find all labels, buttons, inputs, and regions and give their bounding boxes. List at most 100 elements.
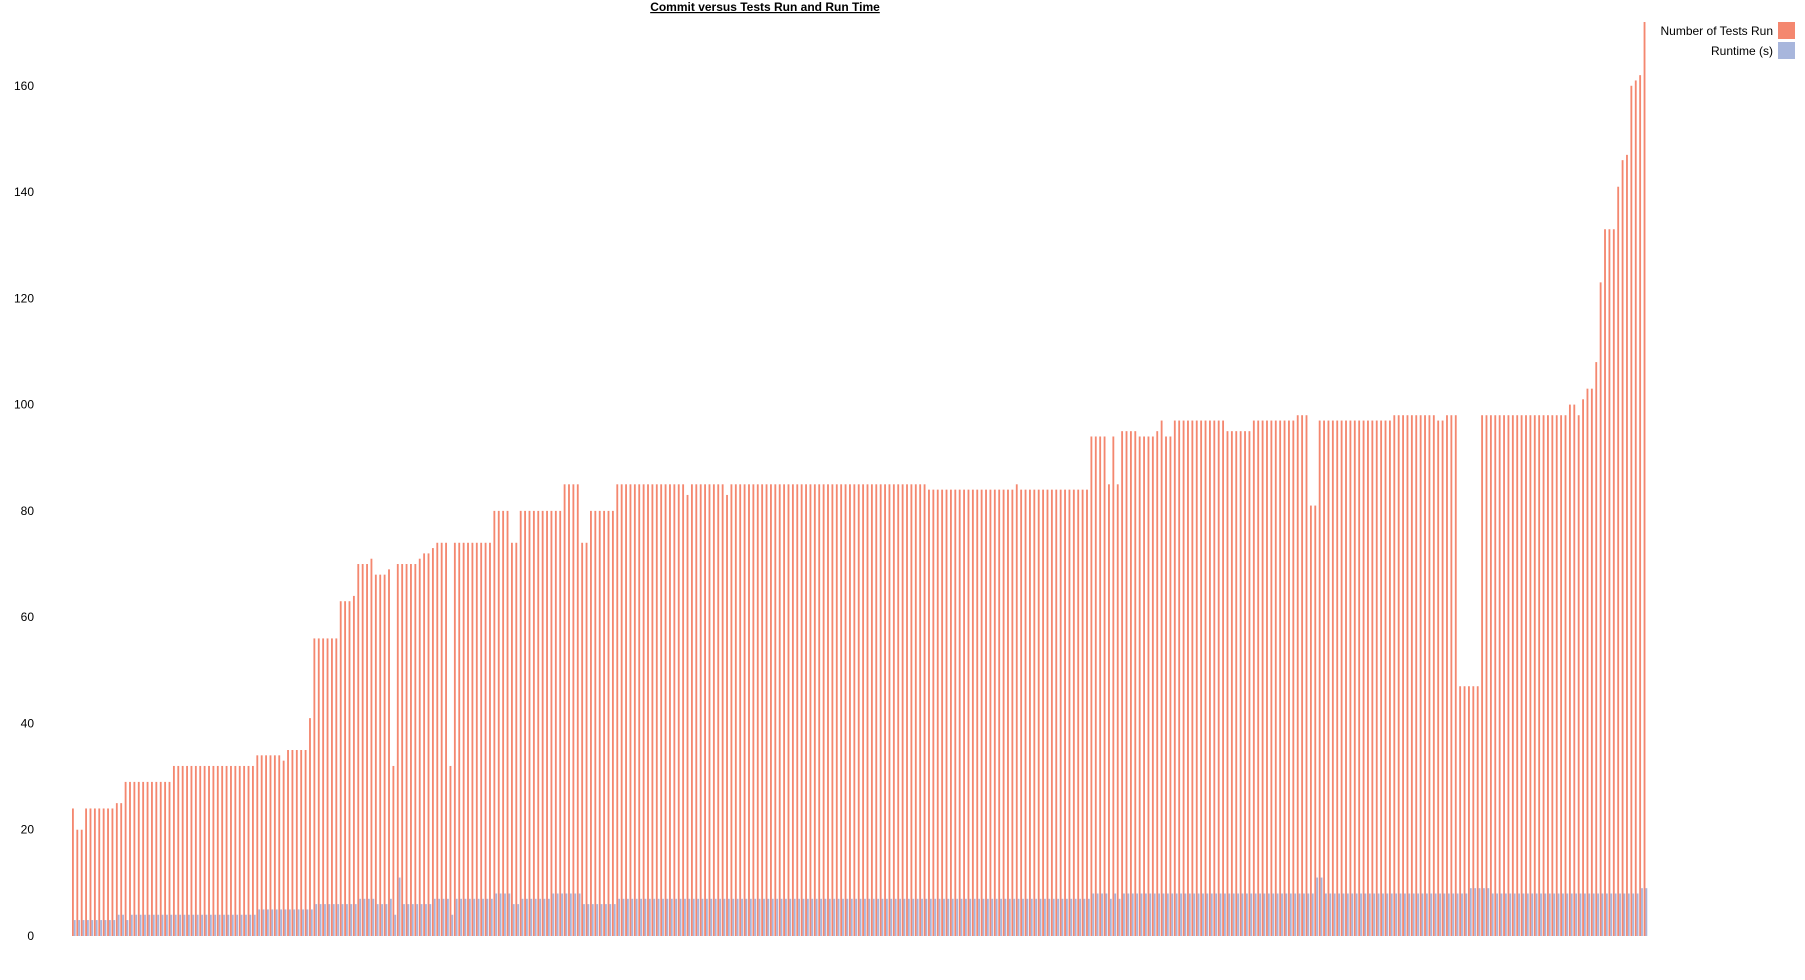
bar-tests-run: [1608, 229, 1611, 937]
bar-runtime: [1461, 893, 1463, 936]
bar-runtime: [679, 898, 682, 936]
bar-runtime: [223, 914, 225, 936]
bar-runtime: [688, 898, 691, 936]
bar-tests-run: [642, 484, 645, 936]
bar-tests-run: [348, 601, 351, 936]
bar-runtime: [1193, 893, 1196, 936]
bar-tests-run: [870, 484, 873, 936]
bar-tests-run: [901, 484, 904, 936]
bar-tests-run: [752, 484, 755, 936]
bar-tests-run: [756, 484, 759, 936]
bar-tests-run: [1226, 431, 1229, 936]
bar-runtime: [1013, 898, 1016, 936]
bar-runtime: [1531, 893, 1534, 936]
bar-runtime: [1417, 893, 1420, 936]
bar-tests-run: [892, 484, 895, 936]
bar-tests-run: [427, 553, 430, 936]
bar-runtime: [433, 898, 436, 936]
bar-runtime: [543, 898, 546, 936]
bar-tests-run: [1494, 415, 1497, 937]
bar-tests-run: [370, 558, 373, 936]
bar-tests-run: [704, 484, 706, 936]
y-tick-label: 40: [21, 716, 35, 730]
bar-tests-run: [1476, 686, 1479, 936]
bar-runtime: [179, 914, 182, 936]
bar-tests-run: [388, 569, 390, 936]
bar-runtime: [455, 898, 458, 936]
bar-tests-run: [1503, 415, 1505, 937]
bar-runtime: [1399, 893, 1402, 936]
bar-runtime: [1224, 893, 1226, 936]
bar-tests-run: [414, 564, 417, 936]
bar-runtime: [1478, 888, 1481, 936]
bar-tests-run: [541, 510, 544, 936]
bar-runtime: [894, 898, 897, 936]
bar-tests-run: [1454, 415, 1457, 937]
bar-runtime: [824, 898, 827, 936]
bar-runtime: [135, 914, 138, 936]
bar-tests-run: [1432, 415, 1435, 937]
bar-tests-run: [107, 808, 109, 936]
bar-tests-run: [590, 510, 592, 936]
bar-tests-run: [265, 755, 267, 936]
bar-runtime: [719, 898, 722, 936]
bar-runtime: [969, 898, 972, 936]
bar-tests-run: [137, 781, 140, 936]
bar-tests-run: [361, 564, 364, 936]
bar-tests-run: [1639, 75, 1642, 936]
bar-runtime: [354, 904, 357, 936]
bar-runtime: [1166, 893, 1169, 936]
bar-runtime: [574, 893, 577, 936]
bar-runtime: [73, 920, 76, 936]
bar-runtime: [1324, 893, 1327, 936]
bar-tests-run: [317, 638, 320, 936]
bar-tests-run: [1384, 420, 1387, 936]
y-tick-label: 20: [21, 823, 35, 837]
bar-tests-run: [458, 542, 461, 936]
bar-runtime: [324, 904, 326, 936]
bar-tests-run: [467, 542, 469, 936]
bar-runtime: [1197, 893, 1200, 936]
bar-runtime: [508, 893, 511, 936]
bar-tests-run: [1099, 436, 1102, 936]
bar-tests-run: [853, 484, 856, 936]
bar-runtime: [864, 898, 866, 936]
bar-tests-run: [234, 765, 237, 936]
bar-runtime: [1469, 888, 1472, 936]
bar-tests-run: [1327, 420, 1330, 936]
bar-tests-run: [440, 542, 443, 936]
bar-tests-run: [1410, 415, 1413, 937]
bar-tests-run: [532, 510, 535, 936]
bar-runtime: [1228, 893, 1231, 936]
bar-runtime: [877, 898, 880, 936]
bar-tests-run: [1577, 415, 1580, 937]
bar-runtime: [1504, 893, 1507, 936]
bar-tests-run: [1590, 388, 1593, 936]
bar-runtime: [1061, 898, 1064, 936]
bar-tests-run: [748, 484, 750, 936]
bar-tests-run: [655, 484, 658, 936]
bar-tests-run: [1533, 415, 1536, 937]
bar-runtime: [332, 904, 335, 936]
bar-tests-run: [449, 765, 452, 936]
bar-runtime: [205, 914, 208, 936]
bar-tests-run: [778, 484, 781, 936]
bar-runtime: [1483, 888, 1485, 936]
bar-runtime: [1368, 893, 1371, 936]
bar-runtime: [1386, 893, 1389, 936]
bar-tests-run: [1617, 186, 1620, 937]
bar-runtime: [1272, 893, 1275, 936]
bar-runtime: [1210, 893, 1213, 936]
bar-tests-run: [1094, 436, 1097, 936]
bar-tests-run: [1195, 420, 1198, 936]
bar-tests-run: [1529, 415, 1532, 937]
bar-tests-run: [809, 484, 812, 936]
bar-runtime: [885, 898, 888, 936]
bar-runtime: [1303, 893, 1305, 936]
bar-runtime: [802, 898, 805, 936]
bar-tests-run: [1143, 436, 1145, 936]
bar-tests-run: [1204, 420, 1207, 936]
bar-tests-run: [1029, 489, 1031, 936]
bar-runtime: [727, 898, 730, 936]
